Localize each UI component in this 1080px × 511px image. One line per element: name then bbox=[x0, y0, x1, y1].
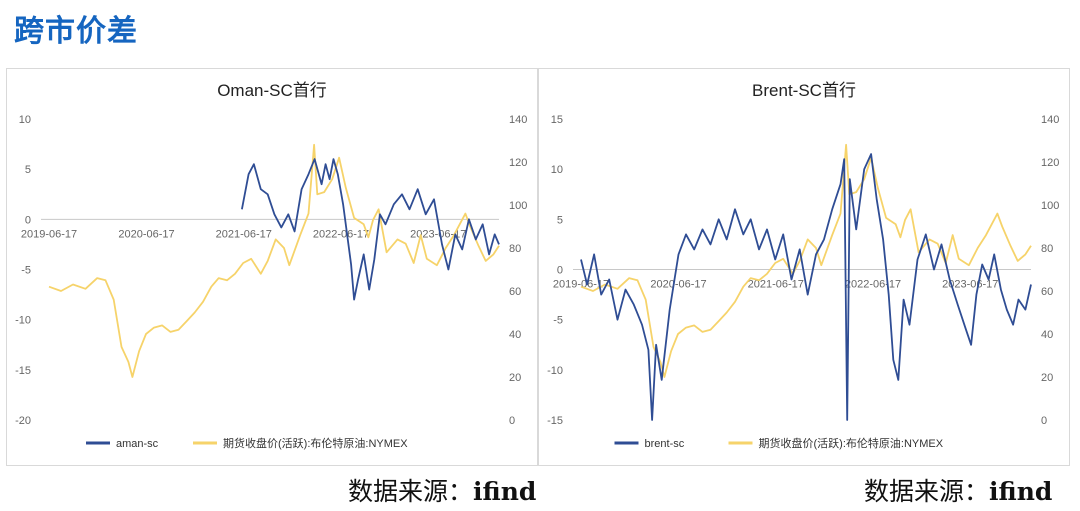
chart-title: Brent-SC首行 bbox=[752, 81, 856, 100]
right-axis-tick-label: 20 bbox=[1041, 372, 1053, 384]
legend-label: 期货收盘价(活跃):布伦特原油:NYMEX bbox=[223, 436, 408, 450]
oman-sc-chart: Oman-SC首行 10 5 0 -5 -10 -15 -20 140 120 100 80 60 40 2… bbox=[15, 81, 527, 450]
legend-label: aman-sc bbox=[116, 438, 159, 450]
left-axis-tick-label: -15 bbox=[15, 365, 31, 377]
right-axis-tick-label: 60 bbox=[1041, 286, 1053, 298]
source-value: ifind bbox=[989, 477, 1053, 506]
left-axis-tick-label: -20 bbox=[15, 415, 31, 427]
left-axis-tick-label: -15 bbox=[547, 415, 563, 427]
x-axis-tick-label: 2023-06-17 bbox=[942, 279, 998, 291]
brent-sc-chart-panel: Brent-SC首行 15 10 5 0 -5 -10 -15 140 120 100 80 60 40 2… bbox=[538, 68, 1070, 466]
x-axis-tick-label: 2022-06-17 bbox=[313, 228, 369, 240]
right-axis-tick-label: 60 bbox=[509, 286, 521, 298]
left-axis-tick-label: -10 bbox=[15, 315, 31, 327]
x-axis-tick-label: 2020-06-17 bbox=[118, 228, 174, 240]
left-axis-tick-label: 0 bbox=[557, 265, 563, 277]
right-axis-tick-label: 80 bbox=[1041, 243, 1053, 255]
right-axis-tick-label: 100 bbox=[509, 200, 527, 212]
right-axis-tick-label: 40 bbox=[1041, 329, 1053, 341]
x-axis-tick-label: 2019-06-17 bbox=[553, 279, 609, 291]
right-axis-tick-label: 0 bbox=[1041, 415, 1047, 427]
x-axis-tick-label: 2021-06-17 bbox=[216, 228, 272, 240]
x-axis-tick-label: 2019-06-17 bbox=[21, 228, 77, 240]
series-line-aman-sc bbox=[241, 158, 500, 301]
series-line-nymex bbox=[48, 143, 500, 378]
series-line-brent-sc bbox=[580, 153, 1032, 421]
left-axis-tick-label: 10 bbox=[551, 164, 563, 176]
x-axis-tick-label: 2020-06-17 bbox=[650, 279, 706, 291]
left-axis-tick-label: -5 bbox=[553, 315, 563, 327]
x-axis-tick-label: 2021-06-17 bbox=[748, 279, 804, 291]
right-axis-tick-label: 20 bbox=[509, 372, 521, 384]
legend-label: 期货收盘价(活跃):布伦特原油:NYMEX bbox=[759, 436, 944, 450]
source-label: 数据来源： bbox=[864, 477, 990, 506]
chart-title: Oman-SC首行 bbox=[217, 81, 327, 100]
left-axis-tick-label: 10 bbox=[19, 114, 31, 126]
right-axis-tick-label: 80 bbox=[509, 243, 521, 255]
left-axis-tick-label: 0 bbox=[25, 214, 31, 226]
right-axis-tick-label: 120 bbox=[1041, 157, 1059, 169]
x-axis-tick-label: 2022-06-17 bbox=[845, 279, 901, 291]
right-axis-tick-label: 120 bbox=[509, 157, 527, 169]
legend-label: brent-sc bbox=[645, 438, 685, 450]
left-axis-tick-label: 15 bbox=[551, 114, 563, 126]
left-axis-tick-label: -10 bbox=[547, 365, 563, 377]
right-axis-tick-label: 100 bbox=[1041, 200, 1059, 212]
oman-sc-chart-panel: Oman-SC首行 10 5 0 -5 -10 -15 -20 140 120 100 80 60 40 2… bbox=[6, 68, 538, 466]
series-line-nymex bbox=[580, 143, 1032, 378]
source-label: 数据来源： bbox=[348, 477, 474, 506]
left-axis-tick-label: 5 bbox=[557, 214, 563, 226]
source-note-right: 数据来源：ifind bbox=[864, 472, 1052, 508]
right-axis-tick-label: 140 bbox=[1041, 114, 1059, 126]
brent-sc-chart: Brent-SC首行 15 10 5 0 -5 -10 -15 140 120 100 80 60 40 2… bbox=[547, 81, 1059, 450]
page-title: 跨市价差 bbox=[14, 14, 138, 49]
right-axis-tick-label: 40 bbox=[509, 329, 521, 341]
source-value: ifind bbox=[473, 477, 537, 506]
right-axis-tick-label: 0 bbox=[509, 415, 515, 427]
left-axis-tick-label: -5 bbox=[21, 265, 31, 277]
left-axis-tick-label: 5 bbox=[25, 164, 31, 176]
source-note-left: 数据来源：ifind bbox=[348, 472, 536, 508]
right-axis-tick-label: 140 bbox=[509, 114, 527, 126]
